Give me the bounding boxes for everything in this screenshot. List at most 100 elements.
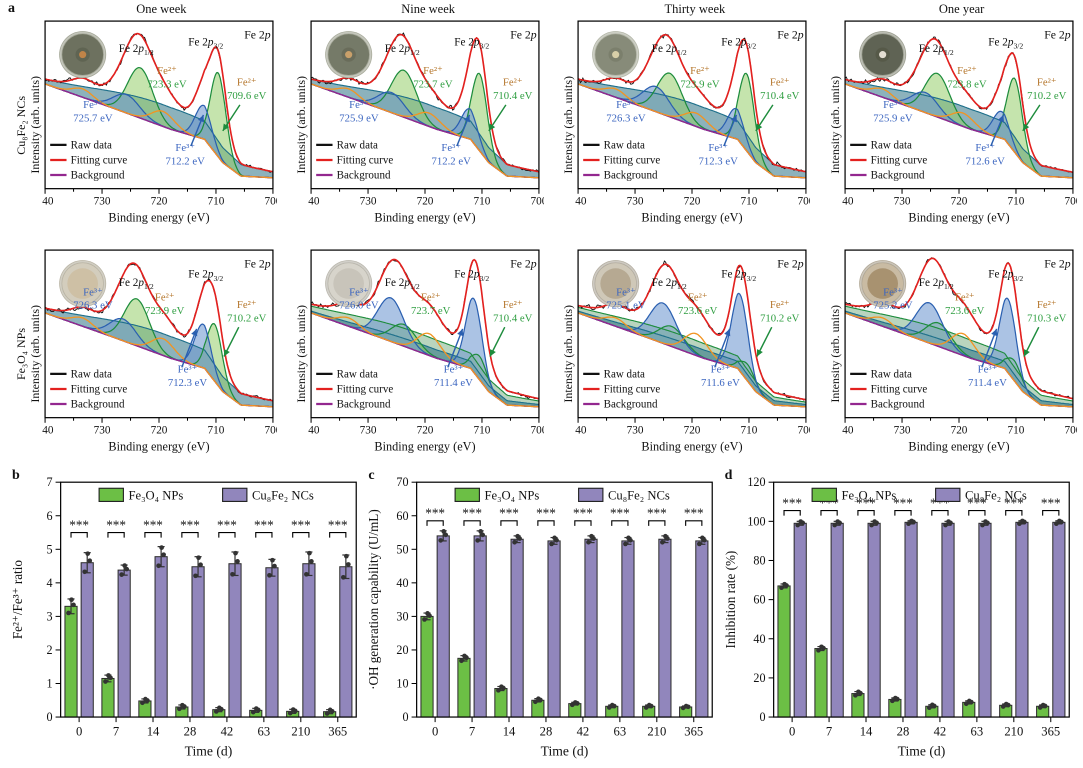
data-point	[512, 540, 518, 545]
y-axis-label: Inhibition rate (%)	[723, 551, 738, 649]
data-point	[161, 552, 166, 558]
bar-chart-cell-c: c 0 10 20 30 40 50 60 70 0 *** 7 *** 14 *** 28 *** 42 *** 6…	[364, 466, 720, 768]
significance-bracket	[1041, 510, 1060, 516]
data-point	[1056, 518, 1062, 524]
legend-label: Fe₃O₄ NPs	[128, 489, 183, 503]
x-axis-label: Time (d)	[185, 744, 233, 760]
annotation-arrowhead	[223, 348, 230, 357]
significance-stars: ***	[426, 506, 446, 521]
y-axis-label: Intensity (arb. units)	[27, 305, 42, 403]
annotation-arrowhead	[464, 114, 471, 123]
annotation-arrowhead	[1023, 348, 1030, 357]
x-tick-label: 720	[417, 424, 434, 436]
y-axis-label-gutter: Intensity (arb. units)	[544, 246, 576, 463]
corner-label-fe2p: Fe 2p	[511, 257, 538, 270]
data-point	[697, 541, 702, 547]
data-point	[515, 534, 521, 539]
data-point	[85, 551, 91, 557]
data-point	[480, 532, 486, 538]
x-tick-label: 7	[826, 725, 832, 739]
panel-label-d: d	[724, 468, 733, 484]
fe2-ion-label: Fe²⁺	[503, 77, 523, 89]
legend-label: Raw data	[604, 368, 645, 380]
column-title: One year	[938, 2, 985, 16]
x-tick-label: 700	[264, 196, 277, 208]
fe3-2p12-ev: 726.3 eV	[73, 299, 113, 311]
x-tick-label: 42	[577, 725, 590, 739]
significance-stars: ***	[499, 506, 519, 521]
data-point	[549, 541, 555, 547]
legend-label: Raw data	[337, 368, 378, 380]
x-axis-label: Binding energy (eV)	[108, 439, 209, 453]
panel-label-a: a	[8, 1, 15, 16]
x-tick-label: 700	[1064, 196, 1077, 208]
x-tick-label: 720	[684, 196, 701, 208]
annotation-arrowhead	[756, 123, 763, 131]
legend-label: Fe₃O₄ NPs	[485, 489, 540, 503]
data-point	[441, 529, 447, 534]
xps-plot-xps-fe3o4-thirty-week: 740 730 720 710 700 Binding energy (eV) Fe 2p F…	[575, 249, 810, 453]
plot-frame	[416, 481, 714, 718]
bar-cu8fe2-63	[978, 523, 992, 718]
data-point	[852, 693, 858, 698]
sample-pellet	[78, 51, 86, 59]
y-axis-label: Intensity (arb. units)	[561, 76, 576, 175]
fe2-ion-label: Fe²⁺	[770, 77, 790, 89]
y-axis-label: Intensity (arb. units)	[561, 305, 576, 403]
fitting-curve	[44, 32, 273, 173]
data-point	[124, 567, 130, 572]
legend-label: Background	[337, 170, 391, 182]
bar-charts-row: b 0 1 2 3 4 5 6 7 0 *** 7 *** 14 *** 28 *** 42 *** 63 *** 210…	[0, 462, 1083, 768]
bar-cu8fe2-7	[473, 535, 488, 718]
broad-fe3-edge	[578, 310, 807, 405]
legend-label: Raw data	[337, 139, 378, 151]
x-tick-label: 710	[1008, 424, 1025, 436]
fe3-2p12-ev: 726.0 eV	[340, 299, 380, 311]
legend-label: Raw data	[871, 368, 912, 380]
x-tick-label: 740	[42, 196, 54, 208]
x-tick-label: 63	[258, 725, 271, 739]
significance-stars: ***	[217, 518, 237, 533]
y-axis-label: Intensity (arb. units)	[27, 76, 42, 175]
data-point	[425, 611, 431, 616]
petri-dish-highlight	[859, 31, 906, 78]
x-tick-label: 365	[328, 725, 347, 739]
fe3-ion-label: Fe³⁺	[709, 142, 729, 154]
x-axis-label: Binding energy (eV)	[375, 439, 476, 453]
data-point	[290, 707, 296, 713]
bar-cu8fe2-28	[547, 540, 561, 718]
fungal-colony	[867, 267, 898, 299]
fe2-2p12-ev: 723.6 eV	[945, 304, 985, 316]
bar-cu8fe2-14	[154, 556, 168, 718]
y-tick-label: 70	[397, 475, 409, 489]
xps-plot-xps-cu8fe2-one-week: 740 730 720 710 700 Binding energy (eV) Fe 2p F…	[42, 20, 277, 224]
column-title: One week	[136, 2, 187, 16]
data-point	[1016, 521, 1022, 527]
x-tick-label: 730	[93, 424, 110, 436]
data-point	[815, 648, 821, 653]
plot-frame	[60, 481, 357, 718]
x-tick-label: 740	[842, 424, 854, 436]
y-tick-label: 7	[46, 475, 52, 489]
bar-cu8fe2-210	[1014, 522, 1029, 718]
corner-label-fe2p: Fe 2p	[1044, 257, 1071, 270]
data-point	[270, 558, 275, 563]
data-point	[552, 535, 558, 541]
y-axis-label-gutter: Intensity (arb. units)	[277, 246, 309, 463]
fe3-ion-label: Fe³⁺	[711, 363, 731, 375]
xps-plot-body: Intensity (arb. units) 740 730 720 710 700 Bin…	[810, 17, 1077, 234]
fe2-ion-label: Fe²⁺	[1037, 77, 1057, 89]
petri-dish-photo	[592, 259, 640, 307]
legend-label: Raw data	[70, 368, 111, 380]
fe2-ion-label: Fe²⁺	[690, 65, 710, 77]
significance-bracket	[857, 510, 875, 516]
peak-label-2p12: Fe 2p1/2	[652, 277, 687, 291]
fe3-2p32-peak-fill	[311, 297, 540, 407]
annotation-arrowhead	[490, 348, 497, 357]
y-tick-label: 20	[397, 643, 409, 657]
x-tick-label: 7	[469, 725, 475, 739]
x-tick-label: 7	[113, 725, 119, 739]
fe3-ion-label: Fe³⁺	[616, 99, 636, 111]
data-point	[250, 710, 256, 715]
